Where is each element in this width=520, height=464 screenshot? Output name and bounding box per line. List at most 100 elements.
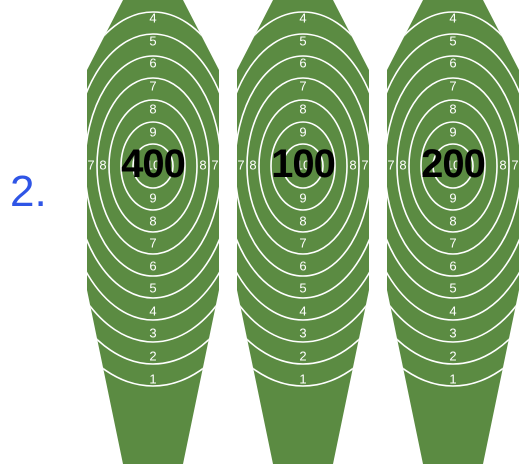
ring-number: 9 [449, 124, 456, 139]
ring-number: 8 [299, 101, 306, 116]
ring-number: 1 [299, 371, 306, 386]
scoring-ring [432, 143, 474, 189]
target-label-3: 200 [421, 142, 486, 186]
ring-number: 10 [296, 157, 310, 172]
ring-number: 8 [499, 157, 506, 172]
ring-number: 5 [299, 280, 306, 295]
ring-number: 7 [149, 235, 156, 250]
scoring-ring [387, 11, 519, 321]
ring-number: 8 [449, 101, 456, 116]
scoring-ring [237, 0, 369, 365]
ring-number: 9 [149, 190, 156, 205]
scoring-ring [237, 0, 369, 343]
scoring-ring [387, 0, 519, 343]
scoring-ring [237, 11, 369, 321]
scoring-ring [408, 99, 498, 233]
ring-number: 9 [299, 124, 306, 139]
ring-number: 7 [87, 157, 94, 172]
ring-number: 7 [511, 157, 518, 172]
ring-number: 5 [149, 33, 156, 48]
ring-number: 8 [249, 157, 256, 172]
ring-number: 7 [237, 157, 244, 172]
ring-number: 3 [449, 325, 456, 340]
ring-number: 3 [299, 325, 306, 340]
scoring-ring [120, 121, 186, 211]
ring-number: 2 [449, 348, 456, 363]
ring-number: 8 [149, 101, 156, 116]
scoring-ring [270, 121, 336, 211]
ring-number: 8 [299, 213, 306, 228]
scoring-ring [387, 0, 519, 387]
scoring-ring [87, 55, 219, 277]
ring-number: 4 [299, 10, 306, 25]
ring-number: 4 [149, 303, 156, 318]
scoring-ring [87, 33, 219, 299]
ring-number: 4 [149, 10, 156, 25]
target-figure-3: 4 5 6 7 8 9 9 8 7 6 5 4 3 2 1 7 8 10 8 7 200 [383, 0, 520, 464]
ring-number: 3 [149, 325, 156, 340]
ring-number: 5 [449, 33, 456, 48]
ring-number: 7 [299, 235, 306, 250]
target-label-2: 100 [271, 142, 336, 186]
ring-number: 5 [149, 280, 156, 295]
ring-number: 10 [146, 157, 160, 172]
ring-number: 6 [299, 258, 306, 273]
ring-number: 8 [149, 213, 156, 228]
ring-number: 1 [449, 371, 456, 386]
ring-number: 6 [149, 55, 156, 70]
ring-number: 6 [449, 55, 456, 70]
scoring-ring [96, 77, 210, 255]
ring-number: 7 [449, 235, 456, 250]
scoring-ring [420, 121, 486, 211]
ring-number: 5 [299, 33, 306, 48]
scoring-ring [108, 99, 198, 233]
ring-number: 6 [299, 55, 306, 70]
ring-number: 10 [446, 157, 460, 172]
scoring-ring [87, 11, 219, 321]
ring-number: 4 [449, 303, 456, 318]
scoring-ring [237, 0, 369, 387]
ring-number: 6 [449, 258, 456, 273]
scoring-ring [246, 77, 360, 255]
scoring-ring [282, 143, 324, 189]
target-figure-1: 4 5 6 7 8 9 9 8 7 6 5 4 3 2 1 7 8 10 8 7 400 [83, 0, 223, 464]
ring-number: 2 [149, 348, 156, 363]
ring-number: 8 [99, 157, 106, 172]
scoring-ring [387, 55, 519, 277]
scoring-ring [237, 33, 369, 299]
ring-number: 4 [449, 10, 456, 25]
scoring-ring [258, 99, 348, 233]
scoring-ring [87, 0, 219, 387]
ring-number: 5 [449, 280, 456, 295]
item-number: 2. [10, 167, 47, 216]
ring-number: 9 [299, 190, 306, 205]
ring-number: 9 [449, 190, 456, 205]
target-label-1: 400 [121, 142, 186, 186]
ring-number: 9 [149, 124, 156, 139]
scoring-ring [87, 0, 219, 343]
ring-number: 7 [361, 157, 368, 172]
ring-number: 8 [349, 157, 356, 172]
scoring-ring [387, 0, 519, 365]
scoring-ring [87, 0, 219, 365]
ring-number: 8 [449, 213, 456, 228]
scoring-ring [237, 55, 369, 277]
ring-number: 7 [299, 78, 306, 93]
ring-number: 7 [449, 78, 456, 93]
ring-number: 7 [149, 78, 156, 93]
ring-number: 1 [149, 371, 156, 386]
ring-number: 2 [299, 348, 306, 363]
ring-number: 7 [387, 157, 394, 172]
ring-number: 8 [199, 157, 206, 172]
ring-number: 8 [399, 157, 406, 172]
scoring-ring [387, 33, 519, 299]
target-figure-2: 4 5 6 7 8 9 9 8 7 6 5 4 3 2 1 7 8 10 8 7 100 [233, 0, 373, 464]
ring-number: 4 [299, 303, 306, 318]
ring-number: 6 [149, 258, 156, 273]
scoring-ring [396, 77, 510, 255]
ring-number: 7 [211, 157, 218, 172]
scoring-ring [132, 143, 174, 189]
